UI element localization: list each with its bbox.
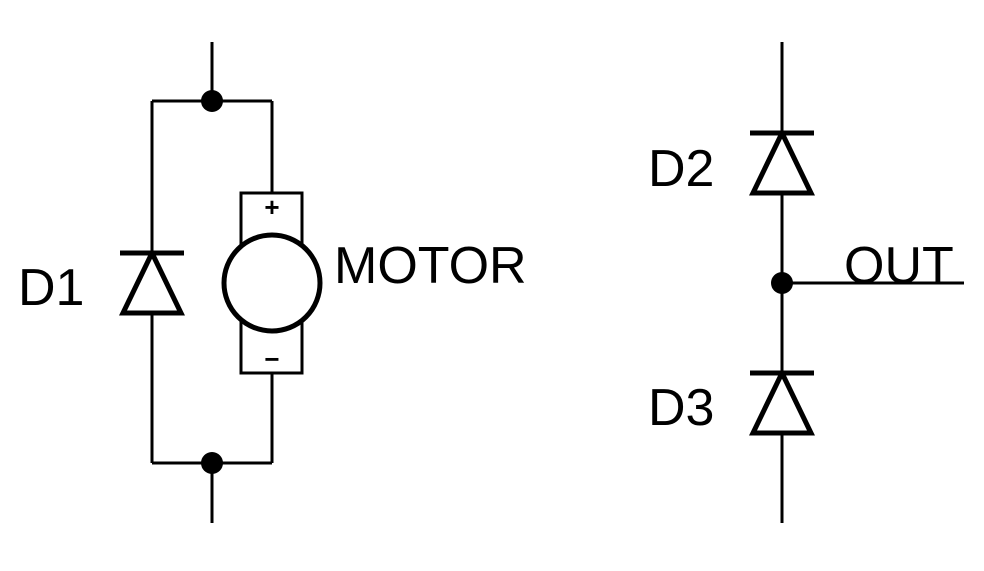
top-junction-dot: [201, 90, 223, 112]
motor-minus-sign: −: [264, 344, 279, 374]
diode-d1: [119, 247, 185, 316]
motor-circuit: D1 + − MOTOR: [18, 42, 527, 523]
diode-stack-circuit: D2 OUT D3: [648, 42, 964, 523]
d2-label: D2: [648, 140, 714, 198]
d1-label: D1: [18, 259, 84, 317]
motor-label: MOTOR: [334, 237, 527, 295]
diode-d2: [749, 127, 815, 196]
motor-symbol: + −: [221, 191, 323, 375]
d3-label: D3: [648, 379, 714, 437]
diode-d3: [749, 367, 815, 436]
d2-triangle: [749, 127, 815, 196]
d3-triangle: [749, 367, 815, 436]
output-label: OUT: [844, 237, 954, 295]
motor-plus-sign: +: [264, 192, 279, 222]
motor-armature-circle: [221, 232, 323, 334]
d1-triangle: [119, 247, 185, 316]
